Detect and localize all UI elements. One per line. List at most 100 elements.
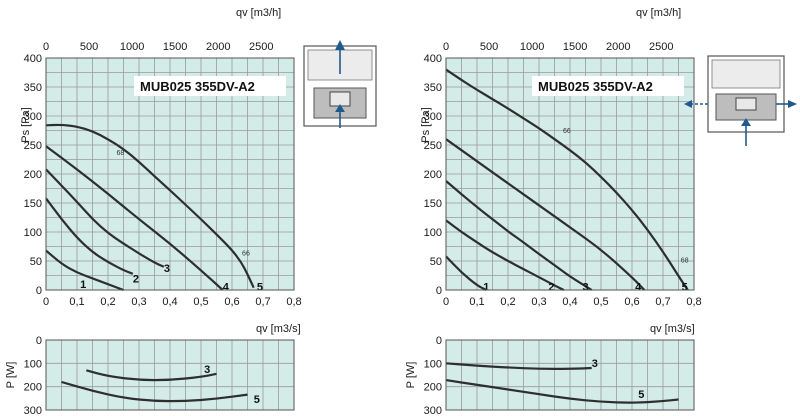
unit-fan-wheel-right — [735, 97, 757, 111]
right-pressure-xtick-label: 0,5 — [593, 296, 608, 308]
right-pressure-xtick-label: 0,7 — [655, 296, 670, 308]
left-pressure-x2tick-label: 1000 — [120, 41, 144, 53]
right-power-ytick-label: 300 — [424, 405, 442, 416]
right-pressure-plot-frame — [445, 57, 695, 291]
right-pressure-curves — [445, 68, 689, 291]
left-pressure-top-xlabel: qv [m3/h] — [236, 7, 281, 19]
left-power-plot-frame — [45, 339, 295, 411]
left-pressure-ytick-label: 300 — [24, 111, 42, 123]
right-pressure-x-ticks: 0 0,1 0,2 0,3 0,4 0,5 0,6 0,7 0,8 — [443, 296, 702, 308]
left-pressure-curve-5 — [45, 123, 255, 289]
left-pressure-ytick-label: 200 — [24, 169, 42, 181]
left-pressure-curve-label: 66 — [242, 251, 250, 258]
right-pressure-ytick-label: 300 — [424, 111, 442, 123]
right-power-curve-5 — [445, 379, 679, 404]
left-power-y-ticks: 0 100 200 300 — [24, 335, 42, 416]
left-power-curve-label: 3 — [204, 364, 210, 376]
right-pressure-curve-label: 4 — [635, 282, 642, 294]
left-pressure-curves — [45, 123, 255, 292]
inlet-arrow-icon — [335, 104, 345, 112]
right-power-y-ticks: 0 100 200 300 — [424, 335, 442, 416]
right-pressure-curve-label: 66 — [563, 128, 571, 135]
right-power-curves — [445, 362, 679, 404]
left-pressure-x-ticks: 0 0,1 0,2 0,3 0,4 0,5 0,6 0,7 0,8 — [43, 296, 302, 308]
right-pressure-xtick-label: 0,3 — [531, 296, 546, 308]
right-power-curve-label: 3 — [592, 358, 598, 370]
right-pressure-xtick-label: 0,4 — [562, 296, 577, 308]
right-pressure-xtick-label: 0,8 — [686, 296, 701, 308]
right-pressure-curve-3 — [445, 180, 593, 291]
right-pressure-x2tick-label: 0 — [443, 41, 449, 53]
left-pressure-xtick-label: 0,8 — [286, 296, 301, 308]
left-model-label: MUB025 355DV-A2 — [140, 79, 255, 94]
right-power-ytick-label: 0 — [436, 335, 442, 347]
right-power-curve-label: 5 — [638, 389, 644, 401]
right-pressure-ytick-label: 200 — [424, 169, 442, 181]
right-pressure-xtick-label: 0 — [443, 296, 449, 308]
right-power-curve-3 — [445, 362, 592, 371]
right-pressure-x2tick-label: 500 — [480, 41, 498, 53]
left-power-curve-labels: 35 — [204, 364, 260, 406]
left-pressure-ylabel: Ps [Pa] — [20, 107, 32, 142]
right-power-curve-labels: 35 — [592, 358, 645, 401]
right-pressure-x2tick-label: 2500 — [649, 41, 673, 53]
right-pressure-xlabel: qv [m3/s] — [650, 323, 695, 335]
right-outlet-arrow-icon — [788, 100, 797, 108]
right-pressure-x2tick-label: 1500 — [563, 41, 587, 53]
left-pressure-curve-label: 4 — [223, 282, 230, 294]
right-pressure-y-ticks: 0 50 100 150 200 250 300 350 400 — [424, 53, 442, 297]
left-pressure-ytick-label: 350 — [24, 82, 42, 94]
left-power-ytick-label: 100 — [24, 358, 42, 370]
right-pressure-top-x-ticks: 0 500 1000 1500 2000 2500 — [443, 41, 674, 53]
right-pressure-top-xlabel: qv [m3/h] — [636, 7, 681, 19]
side-discharge-unit-diagram — [684, 55, 797, 146]
right-pressure-ytick-label: 150 — [424, 198, 442, 210]
right-pressure-x2tick-label: 1000 — [520, 41, 544, 53]
right-pressure-ytick-label: 0 — [436, 285, 442, 297]
right-pressure-ytick-label: 400 — [424, 53, 442, 65]
left-pressure-xtick-label: 0,3 — [131, 296, 146, 308]
right-pressure-curve-5 — [445, 68, 689, 291]
left-model-box — [134, 76, 286, 96]
left-power-curve-5 — [61, 380, 248, 403]
left-pressure-curve-3 — [45, 168, 165, 268]
left-power-curve-3 — [86, 369, 217, 382]
left-pressure-ytick-label: 150 — [24, 198, 42, 210]
outlet-arrow-icon — [335, 40, 345, 50]
left-power-curves — [61, 369, 248, 403]
left-power-curve-label: 5 — [254, 394, 260, 406]
left-power-ytick-label: 300 — [24, 405, 42, 416]
left-pressure-curve-1 — [45, 249, 124, 292]
unit-top-panel-right — [711, 59, 781, 89]
left-pressure-x2tick-label: 2500 — [249, 41, 273, 53]
right-model-box — [532, 76, 684, 96]
left-pressure-curve-labels: 1 2 3 4 5 68 66 — [80, 150, 263, 294]
left-pressure-curve-label: 1 — [80, 279, 86, 291]
right-pressure-ytick-label: 100 — [424, 227, 442, 239]
right-power-ytick-label: 100 — [424, 358, 442, 370]
left-pressure-x2tick-label: 1500 — [163, 41, 187, 53]
right-pressure-ytick-label: 250 — [424, 140, 442, 152]
right-pressure-x2tick-label: 2000 — [606, 41, 630, 53]
right-pressure-curve-4 — [445, 138, 646, 291]
left-pressure-xtick-label: 0 — [43, 296, 49, 308]
left-pressure-plot-frame — [45, 57, 295, 291]
left-pressure-xtick-label: 0,4 — [162, 296, 177, 308]
left-pressure-top-x-ticks: 0 500 1000 1500 2000 2500 — [43, 41, 274, 53]
right-pressure-ytick-label: 50 — [430, 256, 442, 268]
left-pressure-y-ticks: 0 50 100 150 200 250 300 350 400 — [24, 53, 42, 297]
left-pressure-x2tick-label: 0 — [43, 41, 49, 53]
left-outlet-arrow-icon — [684, 100, 692, 108]
right-power-ytick-label: 200 — [424, 382, 442, 394]
right-pressure-ylabel: Ps [Pa] — [420, 107, 432, 142]
left-pressure-curve-2 — [45, 197, 134, 275]
left-pressure-curve-label: 5 — [257, 282, 263, 294]
left-pressure-ytick-label: 400 — [24, 53, 42, 65]
right-pressure-grid — [446, 58, 694, 290]
left-pressure-x2tick-label: 500 — [80, 41, 98, 53]
left-pressure-curve-label: 3 — [164, 263, 170, 275]
left-power-ytick-label: 0 — [36, 335, 42, 347]
